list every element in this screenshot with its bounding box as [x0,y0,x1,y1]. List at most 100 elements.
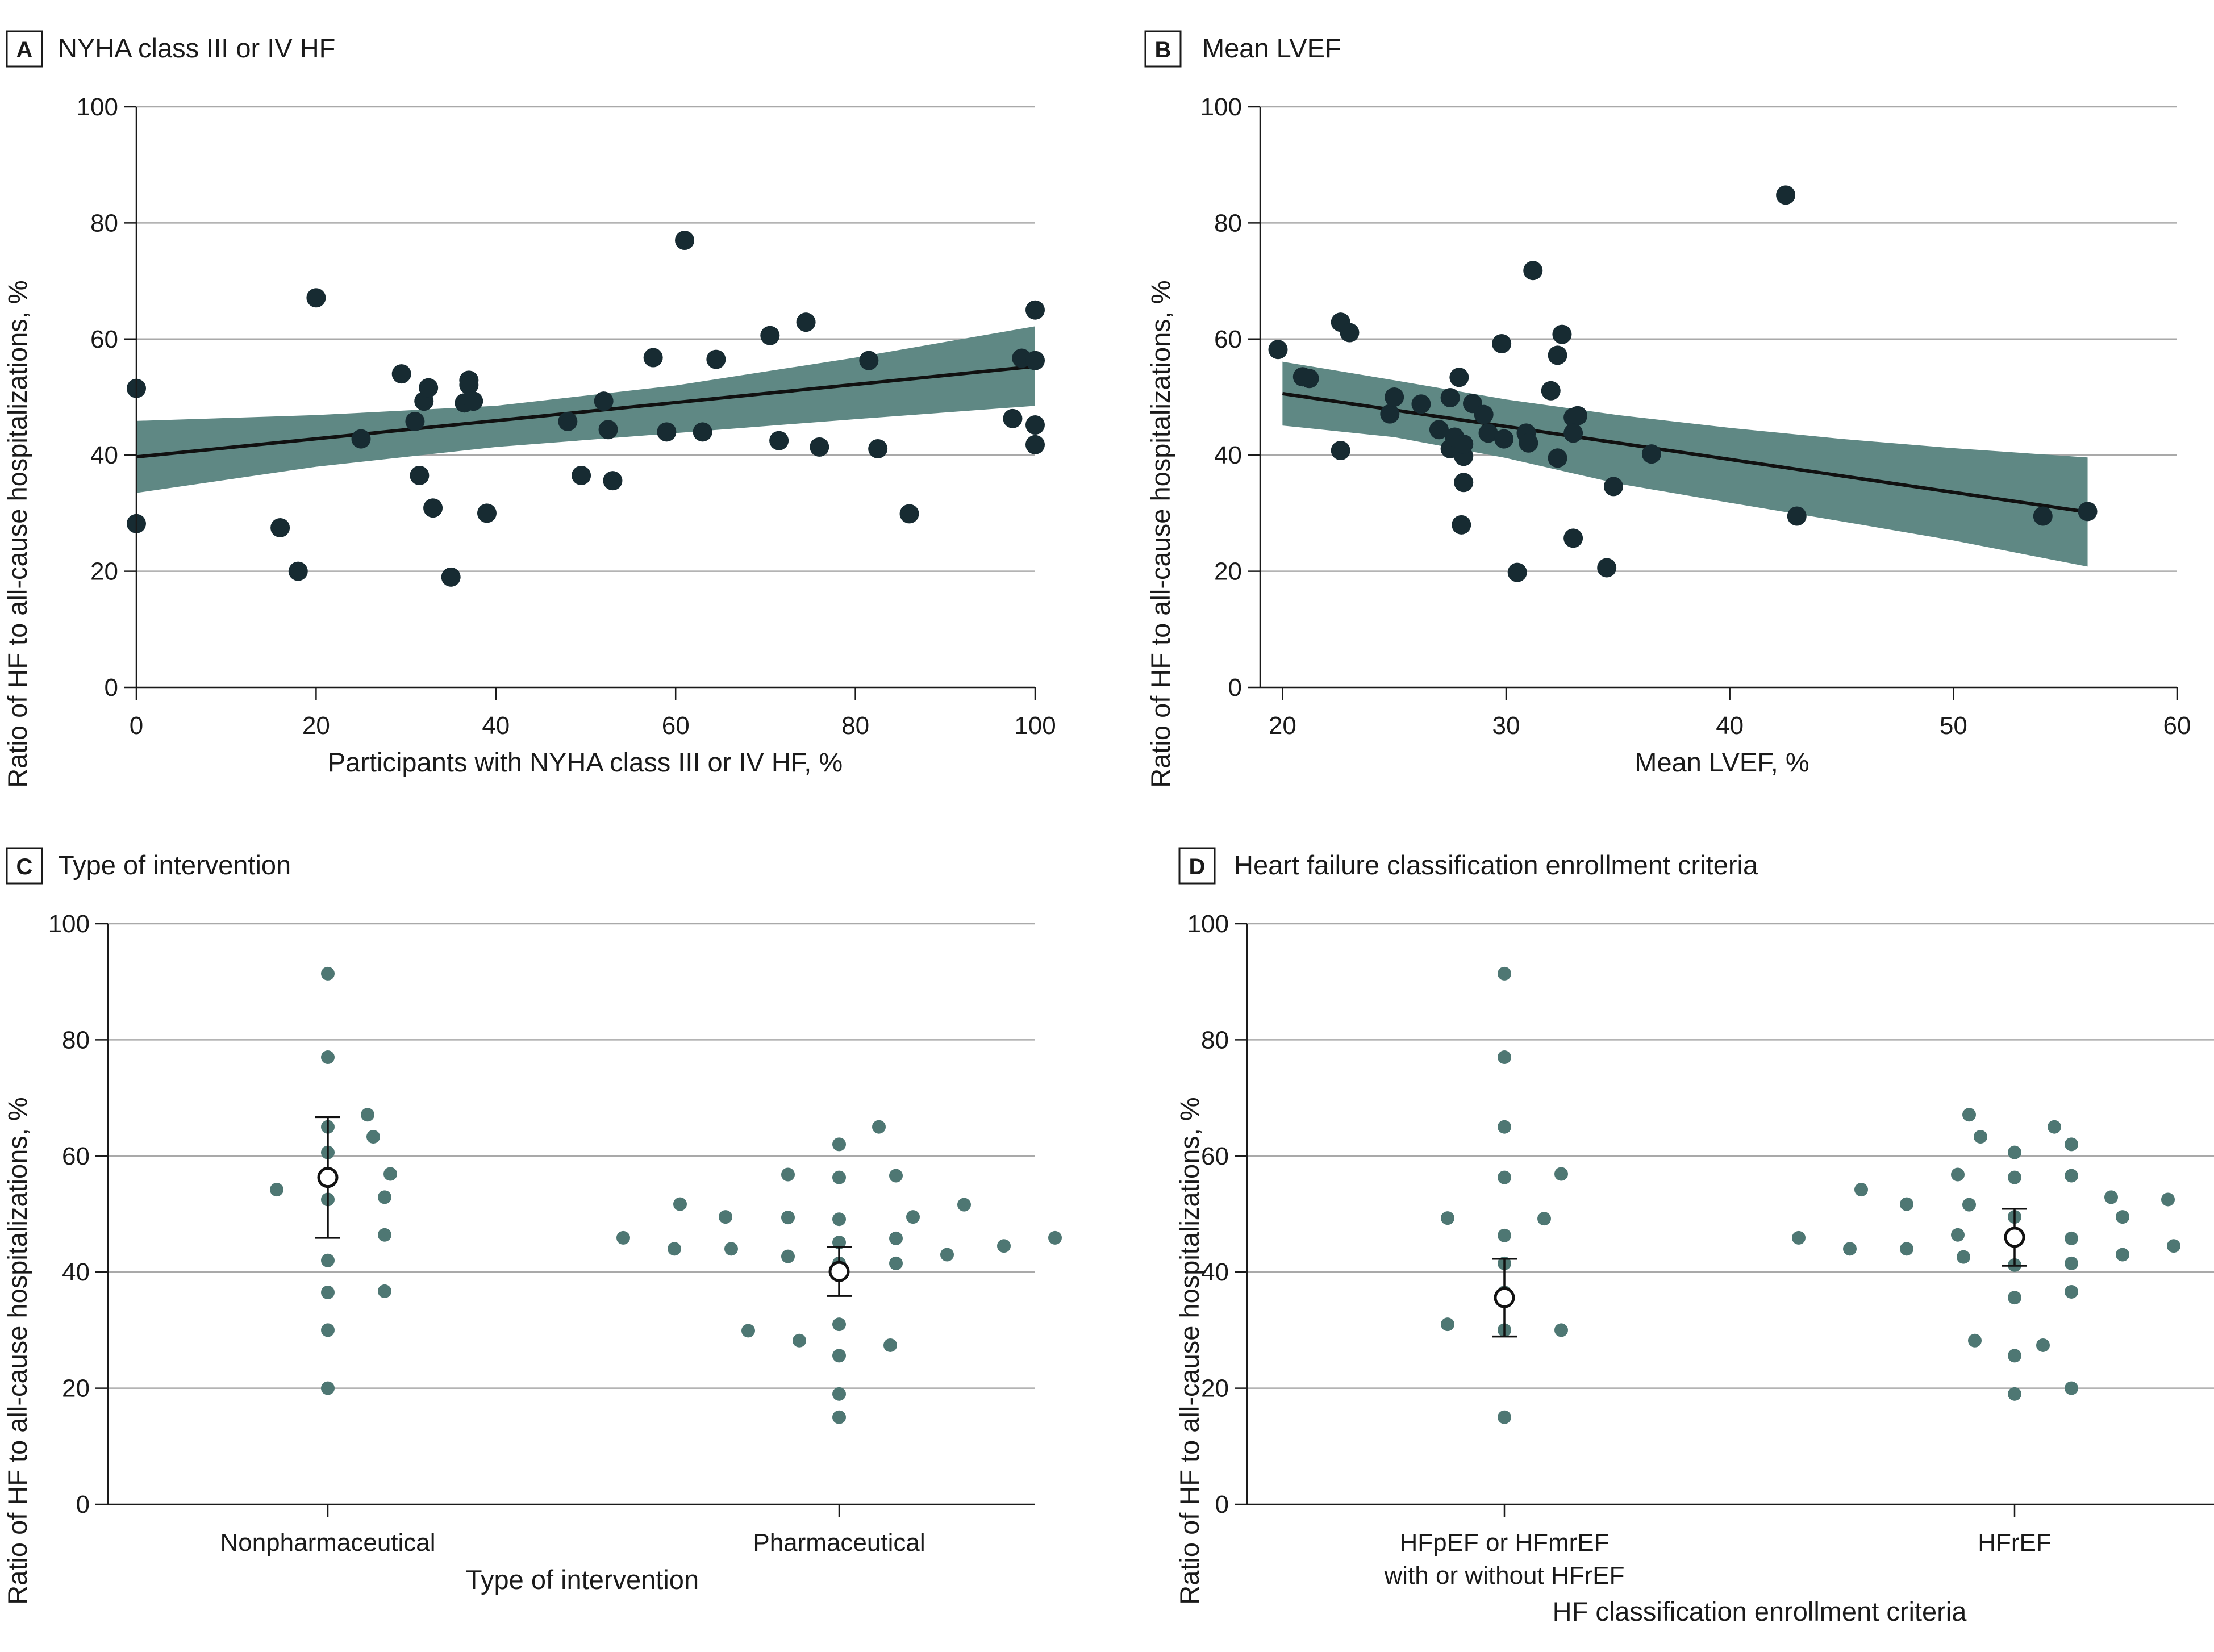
panel-c-data-point [321,1381,335,1395]
panel-a-badge: A [16,37,33,62]
panel-c-category-label: Pharmaceutical [753,1529,925,1557]
panel-b-data-point [1429,420,1449,440]
panel-b-data-point [1454,473,1474,493]
panel-a-data-point [306,288,326,308]
panel-c-data-point [889,1256,903,1270]
panel-d-data-point [1962,1198,1976,1212]
panel-a-data-point [477,503,497,523]
panel-a-data-point [572,465,591,485]
panel-d-data-point [1951,1167,1965,1182]
panel-d-data-point [1441,1317,1454,1332]
panel-b-x-ticks: 20 30 40 50 60 [1269,687,2191,740]
panel-b-data-point [1454,434,1474,454]
panel-b-y-tick-label: 0 [1228,674,1242,702]
panel-d-data-point [2036,1338,2050,1352]
panel-d-data-point [2065,1169,2078,1183]
panel-d-data-point [1951,1228,1965,1242]
panel-a-data-point [441,567,461,587]
panel-a-y-tick-label: 20 [90,558,118,586]
panel-b-data-point [1541,381,1561,401]
panel-b-data-point [1507,562,1527,582]
panel-c-data-point [832,1410,846,1424]
panel-b-y-axis-label: Ratio of HF to all-cause hospitalization… [1145,280,1175,787]
panel-a-x-tick-label: 60 [662,712,690,740]
panel-a-points [127,231,1045,587]
panel-b-data-point [1494,429,1514,449]
panel-b-y-tick-label: 40 [1214,441,1242,469]
panel-b-x-axis-label: Mean LVEF, % [1635,747,1809,777]
panel-c-data-point [957,1198,971,1212]
panel-d-data-point [2065,1137,2078,1152]
panel-a-data-point [391,364,411,384]
panel-a-data-point [270,518,290,537]
panel-d-data-point [1900,1242,1913,1256]
panel-d-data-point [2008,1291,2021,1305]
panel-c-data-point [832,1317,846,1332]
panel-c-data-point [997,1239,1011,1253]
panel-b-data-point [1548,448,1567,468]
panel-b-data-point [1567,406,1587,425]
panel-a-data-point [657,422,677,442]
panel-a-data-point [675,231,695,251]
panel-c-category-ticks: Nonpharmaceutical Pharmaceutical [220,1504,925,1557]
panel-c-data-point [616,1230,630,1245]
panel-c-data-point [366,1130,380,1144]
panel-c-axes [107,924,1035,1505]
panel-c-data-point [719,1210,732,1224]
panel-c-data-point [872,1120,886,1134]
panel-b: B Mean LVEF 0 20 40 60 80 100 20 30 40 50 60 Rati… [1144,30,2191,788]
panel-d-data-point [1843,1242,1857,1256]
panel-a-data-point [464,391,483,411]
panel-b-x-tick-label: 20 [1269,712,1296,740]
panel-d-data-point [1537,1212,1551,1226]
panel-a-badge-box [6,30,43,68]
panel-b-data-point [1331,441,1350,461]
panel-a-data-point [1025,435,1045,454]
panel-a-data-point [558,411,578,431]
panel-b-x-tick-label: 40 [1716,712,1744,740]
panel-b-data-point [1478,423,1498,443]
panel-a-y-tick-label: 100 [77,93,118,121]
panel-a-x-tick-label: 100 [1014,712,1056,740]
panel-c-data-point [781,1249,795,1263]
panel-c-data-point [1048,1230,1062,1245]
panel-a-title: NYHA class III or IV HF [58,33,335,63]
panel-a-data-point [603,471,623,491]
panel-a-data-point [1025,351,1045,370]
panel-d-mean-marker [1494,1287,1515,1308]
panel-b-data-point [1449,368,1469,387]
panel-c-y-tick-label: 60 [62,1142,90,1170]
panel-c-mean-ci [315,1116,852,1297]
panel-c-data-point [883,1338,897,1352]
panel-b-regression-line [1282,391,2088,514]
panel-d-data-point [2116,1248,2129,1262]
panel-a-data-point [769,431,789,450]
panel-d-data-point [2065,1284,2078,1299]
panel-c-y-tick-label: 100 [48,910,90,938]
panel-d-data-point [2104,1190,2118,1204]
panel-d-data-point [1792,1230,1806,1245]
panel-c-data-point [940,1248,954,1262]
panel-a-data-point [410,465,430,485]
panel-b-badge-box [1144,30,1182,68]
panel-a-x-tick-label: 40 [482,712,510,740]
panel-d-badge-box [1178,847,1216,885]
panel-d-badge: D [1189,854,1206,879]
panel-d-data-point [1498,1170,1511,1184]
panel-c-data-point [889,1169,903,1183]
panel-c-data-point [832,1349,846,1363]
panel-c: C Type of intervention 0 20 40 60 80 100 Nonp… [2,847,1062,1605]
panel-c-data-point [321,1285,335,1299]
panel-d-y-axis-label: Ratio of HF to all-cause hospitalization… [1174,1097,1204,1604]
panel-a-y-tick-label: 60 [90,326,118,353]
panel-d-data-point [1498,1228,1511,1242]
panel-d-data-point [1498,1410,1511,1424]
panel-c-data-point [781,1211,795,1225]
panel-a-data-point [899,504,919,524]
panel-a-fit-line [136,364,1036,459]
panel-d-data-point [1968,1333,1982,1348]
panel-a-data-point [351,429,371,449]
panel-c-data-point [906,1210,920,1224]
panel-c-data-point [321,1323,335,1337]
panel-c-y-tick-label: 0 [76,1491,90,1518]
